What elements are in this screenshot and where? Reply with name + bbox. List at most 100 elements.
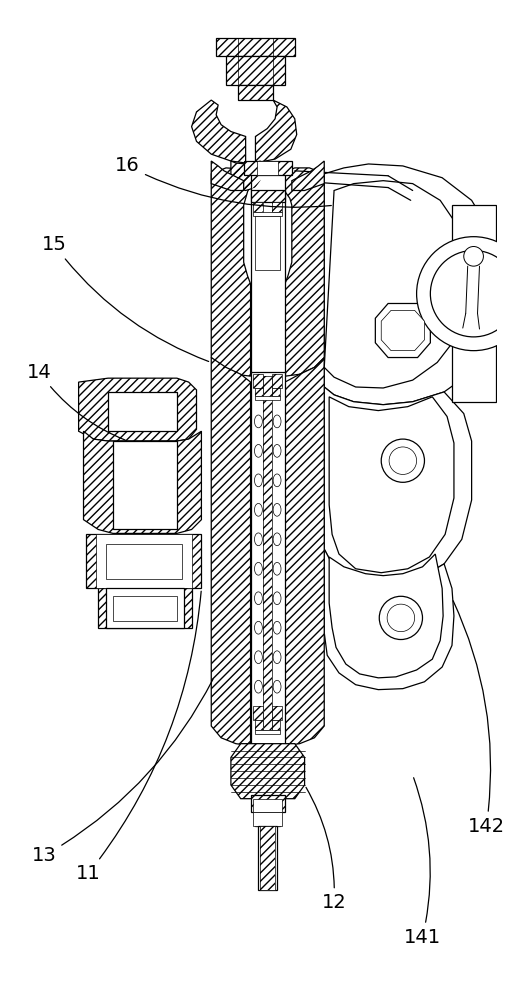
Bar: [226, 56, 284, 85]
Bar: [250, 372, 284, 746]
Bar: [237, 85, 273, 100]
Bar: [253, 706, 263, 720]
Bar: [255, 720, 263, 730]
Bar: [255, 730, 279, 734]
Bar: [106, 544, 181, 579]
Text: 11: 11: [76, 591, 201, 883]
Bar: [216, 38, 294, 56]
Polygon shape: [230, 744, 304, 799]
Circle shape: [416, 237, 505, 351]
Ellipse shape: [254, 592, 262, 605]
Bar: [257, 161, 278, 175]
Bar: [255, 388, 263, 396]
Bar: [253, 374, 263, 388]
Polygon shape: [211, 161, 243, 190]
Bar: [237, 85, 273, 100]
Bar: [255, 720, 263, 730]
Bar: [253, 374, 263, 388]
Ellipse shape: [273, 503, 280, 516]
Bar: [263, 376, 272, 730]
Text: 142: 142: [452, 601, 504, 836]
Circle shape: [379, 596, 422, 640]
Polygon shape: [380, 310, 424, 351]
Bar: [113, 596, 177, 621]
Polygon shape: [324, 549, 453, 690]
Bar: [272, 202, 281, 212]
Polygon shape: [329, 554, 442, 678]
Ellipse shape: [254, 533, 262, 546]
Bar: [272, 706, 281, 720]
Bar: [226, 56, 284, 85]
Bar: [272, 388, 279, 396]
Ellipse shape: [254, 444, 262, 457]
Bar: [253, 202, 263, 212]
Bar: [98, 588, 191, 628]
Polygon shape: [375, 303, 430, 358]
Bar: [250, 190, 284, 202]
Polygon shape: [83, 431, 201, 533]
Bar: [260, 826, 275, 890]
Ellipse shape: [273, 415, 280, 428]
Ellipse shape: [254, 621, 262, 634]
Bar: [258, 826, 277, 890]
Ellipse shape: [254, 651, 262, 664]
Polygon shape: [230, 161, 260, 190]
Polygon shape: [291, 161, 324, 190]
Ellipse shape: [273, 592, 280, 605]
Bar: [272, 374, 281, 388]
Text: 16: 16: [115, 156, 331, 207]
Bar: [250, 795, 284, 812]
Bar: [253, 812, 281, 826]
Bar: [260, 826, 275, 890]
Bar: [253, 212, 281, 216]
Polygon shape: [279, 168, 324, 376]
Bar: [272, 720, 279, 730]
Ellipse shape: [254, 415, 262, 428]
Polygon shape: [324, 181, 461, 388]
Ellipse shape: [273, 680, 280, 693]
Polygon shape: [324, 387, 471, 584]
Ellipse shape: [254, 474, 262, 487]
Polygon shape: [284, 358, 324, 746]
Ellipse shape: [273, 651, 280, 664]
Circle shape: [380, 439, 424, 482]
Text: 13: 13: [32, 679, 213, 865]
Ellipse shape: [254, 562, 262, 575]
Polygon shape: [329, 397, 453, 573]
Bar: [255, 396, 279, 400]
Circle shape: [430, 250, 505, 337]
Polygon shape: [191, 100, 245, 163]
Polygon shape: [78, 378, 196, 441]
Text: 12: 12: [306, 787, 346, 912]
Ellipse shape: [273, 444, 280, 457]
Bar: [250, 190, 284, 202]
Polygon shape: [211, 168, 250, 376]
Bar: [255, 216, 279, 270]
Bar: [255, 388, 263, 396]
Circle shape: [388, 447, 416, 474]
Bar: [255, 812, 279, 826]
Bar: [253, 706, 263, 720]
Bar: [86, 534, 201, 588]
Bar: [106, 588, 183, 628]
Bar: [96, 534, 191, 588]
Bar: [272, 374, 281, 388]
Bar: [250, 174, 284, 376]
Bar: [243, 161, 291, 175]
Polygon shape: [255, 100, 296, 163]
Ellipse shape: [273, 621, 280, 634]
Bar: [272, 706, 281, 720]
Bar: [113, 441, 177, 529]
Polygon shape: [211, 358, 250, 746]
Ellipse shape: [273, 533, 280, 546]
Ellipse shape: [254, 680, 262, 693]
Circle shape: [386, 604, 414, 632]
Ellipse shape: [254, 503, 262, 516]
Bar: [98, 588, 191, 628]
Bar: [250, 795, 284, 812]
Text: 15: 15: [41, 235, 208, 361]
Bar: [272, 720, 279, 730]
Bar: [253, 799, 281, 812]
Bar: [86, 534, 201, 588]
Bar: [272, 202, 281, 212]
